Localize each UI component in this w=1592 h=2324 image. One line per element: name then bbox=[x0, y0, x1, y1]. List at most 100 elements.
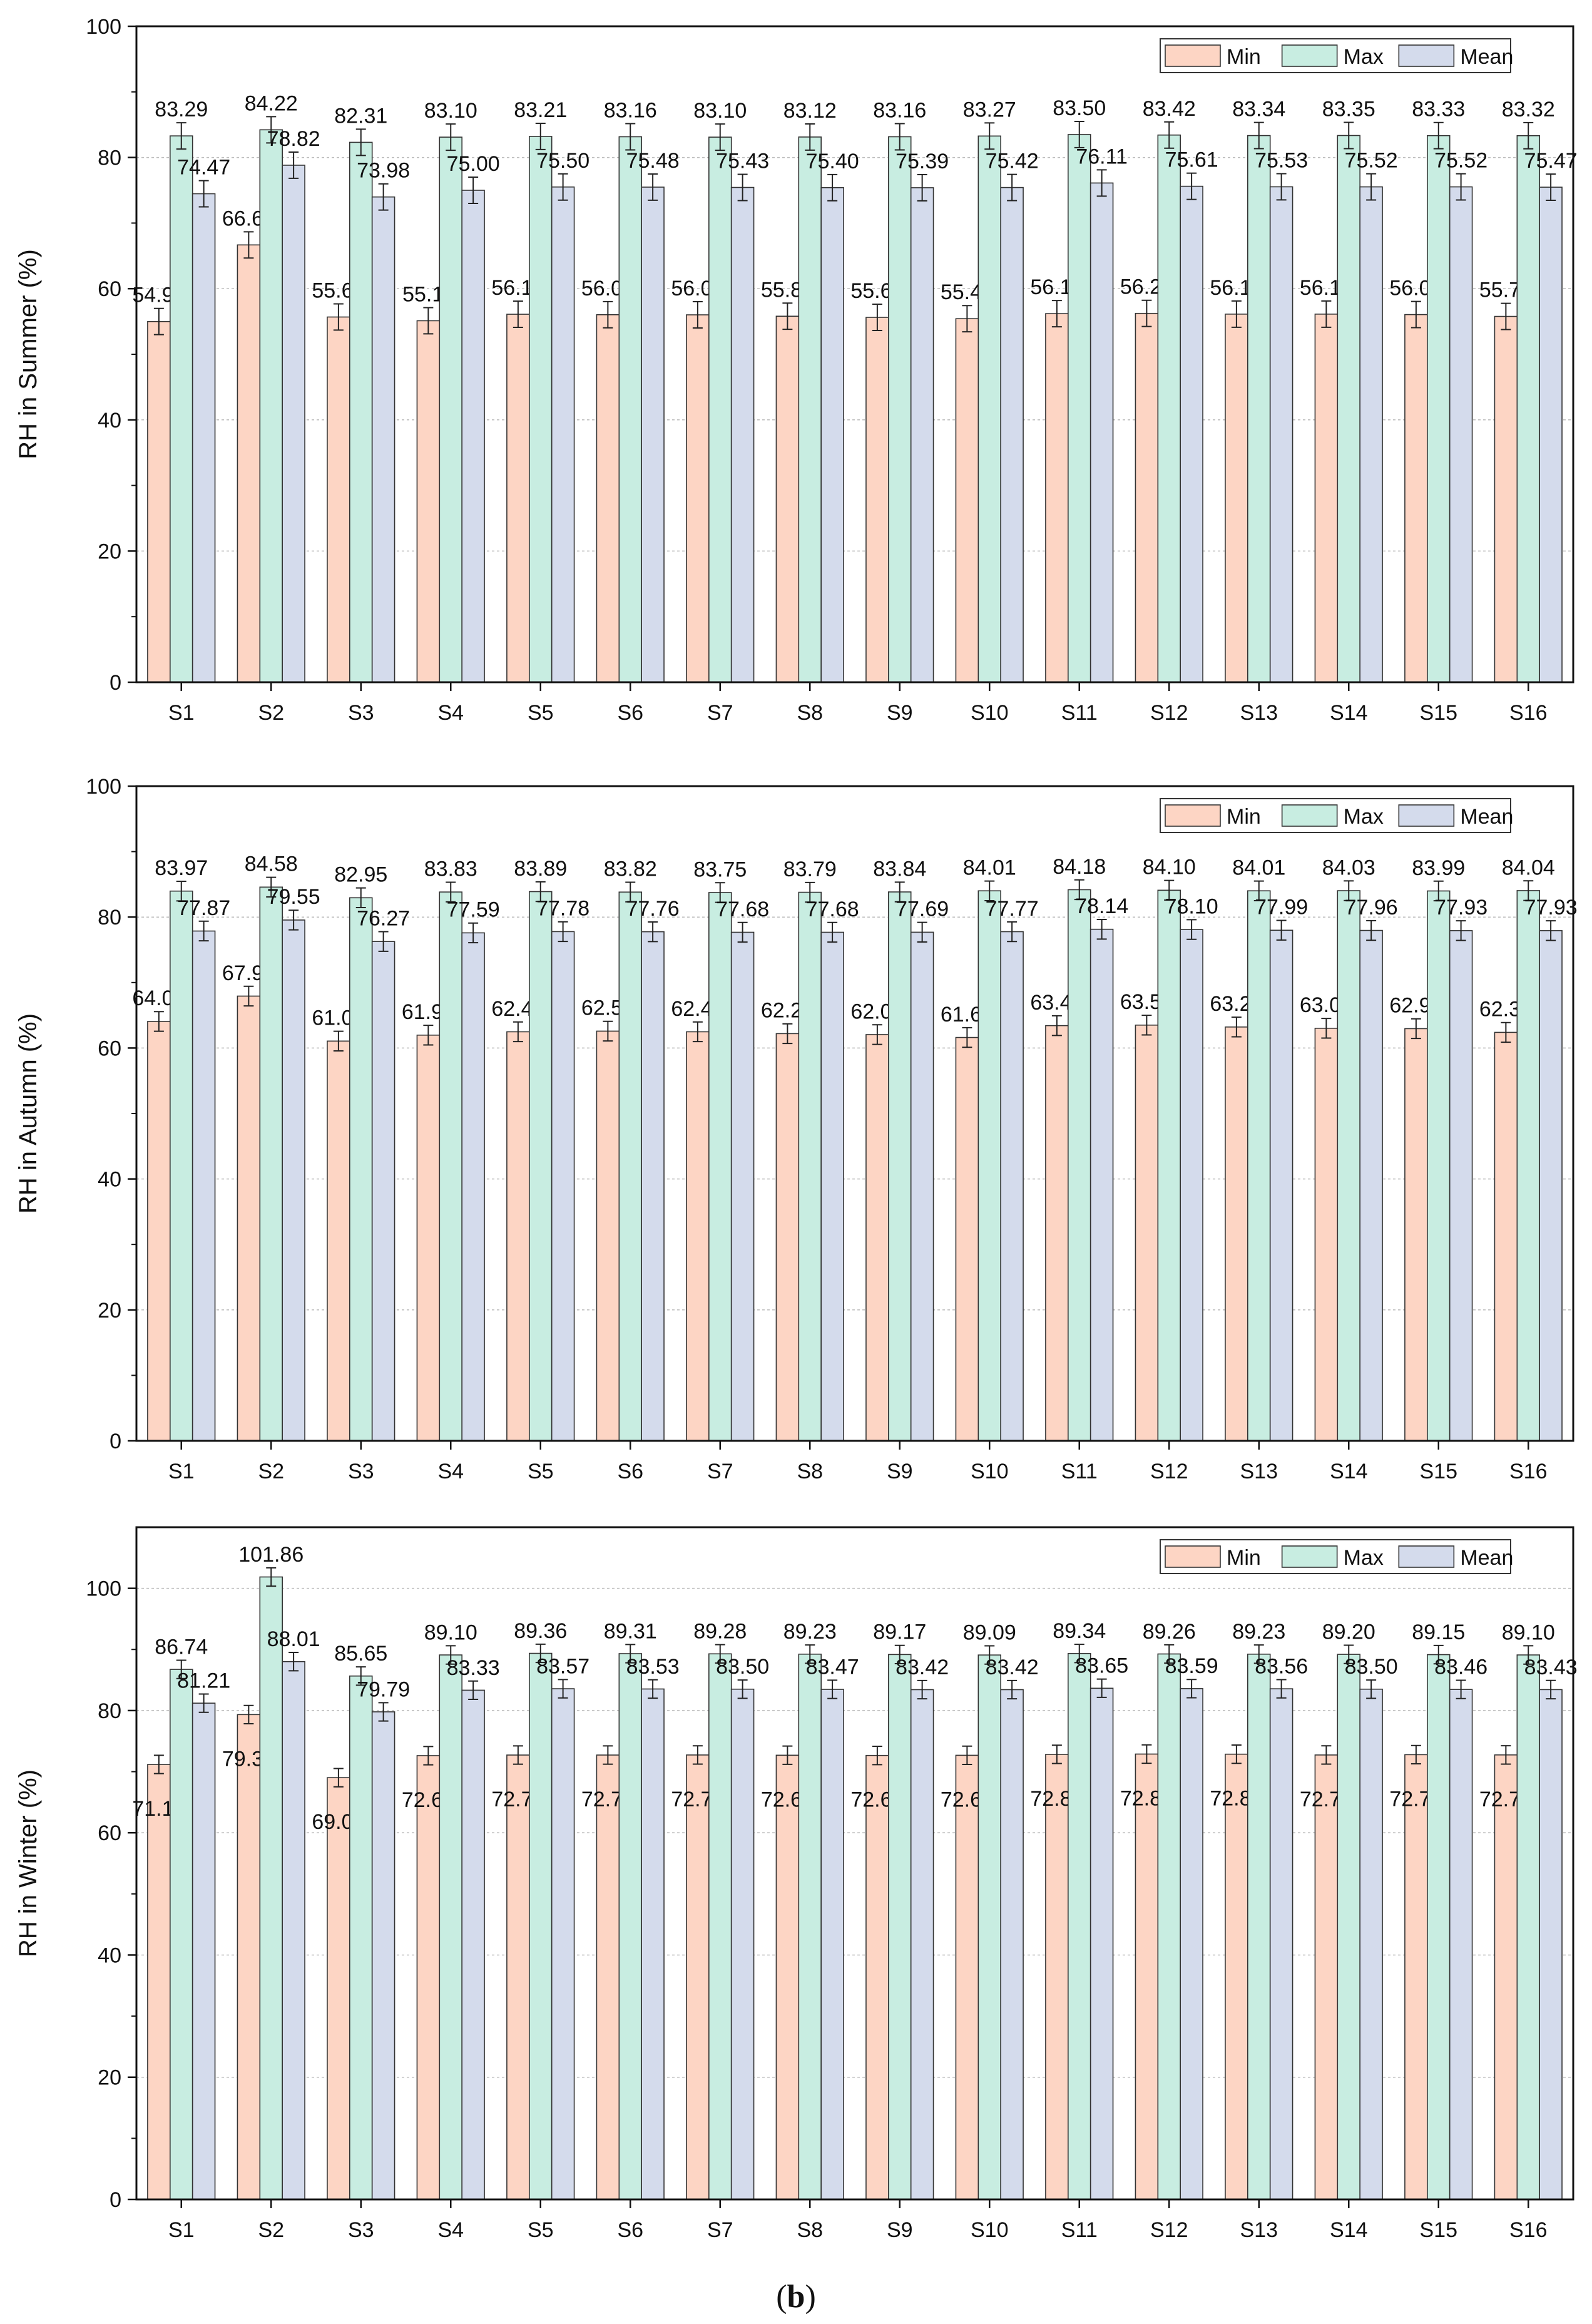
bar-min-s16 bbox=[1494, 315, 1518, 683]
data-label-max: 89.17 bbox=[873, 1620, 926, 1644]
data-label-max: 83.84 bbox=[873, 857, 926, 881]
legend-swatch-max bbox=[1281, 1545, 1338, 1568]
bar-mean-s10 bbox=[1000, 931, 1024, 1441]
bar-min-s1 bbox=[147, 1764, 171, 2200]
x-tick-label: S1 bbox=[168, 2218, 195, 2242]
x-tick-label: S10 bbox=[971, 1460, 1009, 1483]
bar-min-s5 bbox=[506, 314, 530, 683]
bar-mean-s2 bbox=[282, 165, 305, 683]
bar-max-s4 bbox=[439, 891, 462, 1441]
bar-min-s9 bbox=[865, 317, 889, 683]
data-label-mean: 73.98 bbox=[357, 159, 410, 183]
x-tick-label: S1 bbox=[168, 1460, 195, 1483]
bar-mean-s11 bbox=[1089, 1687, 1114, 2200]
data-label-mean: 77.96 bbox=[1345, 896, 1398, 919]
bar-mean-s13 bbox=[1269, 186, 1294, 683]
figure-caption: (b) bbox=[0, 2278, 1592, 2315]
x-tick-label: S10 bbox=[971, 701, 1009, 725]
data-label-max: 83.21 bbox=[514, 98, 567, 122]
data-label-max: 83.32 bbox=[1502, 98, 1555, 121]
x-tick-label: S6 bbox=[617, 2218, 643, 2242]
data-label-mean: 78.14 bbox=[1075, 894, 1128, 918]
data-label-mean: 77.87 bbox=[177, 896, 230, 920]
y-tick-label: 80 bbox=[98, 906, 121, 929]
x-tick-label: S15 bbox=[1420, 701, 1458, 725]
bar-mean-s12 bbox=[1180, 929, 1203, 1441]
bar-max-s14 bbox=[1337, 1654, 1360, 2200]
bar-min-s9 bbox=[865, 1754, 889, 2200]
bar-mean-s8 bbox=[820, 1689, 844, 2200]
bar-max-s8 bbox=[798, 136, 822, 683]
y-tick-label: 40 bbox=[98, 409, 121, 433]
data-label-max: 86.74 bbox=[155, 1635, 208, 1659]
data-label-max: 84.04 bbox=[1502, 856, 1555, 879]
legend-swatch-min bbox=[1165, 1545, 1221, 1568]
data-label-mean: 77.68 bbox=[716, 898, 769, 921]
data-label-mean: 83.50 bbox=[716, 1655, 769, 1679]
data-label-mean: 77.93 bbox=[1434, 896, 1487, 919]
data-label-mean: 83.33 bbox=[447, 1656, 500, 1680]
x-tick-label: S7 bbox=[707, 1460, 733, 1483]
bar-mean-s11 bbox=[1089, 928, 1114, 1441]
legend-swatch-min bbox=[1165, 804, 1221, 827]
bar-max-s3 bbox=[349, 1675, 373, 2200]
data-label-max: 89.10 bbox=[1502, 1620, 1555, 1644]
data-label-max: 83.42 bbox=[1143, 97, 1196, 121]
x-tick-label: S9 bbox=[887, 701, 913, 725]
bar-min-s5 bbox=[506, 1031, 530, 1441]
bar-max-s15 bbox=[1427, 135, 1451, 683]
bar-max-s12 bbox=[1157, 889, 1181, 1441]
data-label-mean: 77.68 bbox=[806, 898, 859, 921]
legend-swatch-mean bbox=[1398, 1545, 1455, 1568]
bar-min-s7 bbox=[686, 1031, 710, 1441]
x-tick-label: S11 bbox=[1061, 701, 1098, 725]
bar-min-s14 bbox=[1314, 314, 1339, 683]
data-label-mean: 77.76 bbox=[626, 897, 680, 921]
bar-mean-s6 bbox=[641, 187, 665, 683]
data-label-mean: 83.56 bbox=[1255, 1655, 1308, 1679]
bar-min-s14 bbox=[1314, 1754, 1339, 2200]
data-label-max: 82.95 bbox=[334, 863, 387, 887]
data-label-max: 89.23 bbox=[783, 1620, 837, 1644]
y-tick-label: 100 bbox=[86, 15, 121, 39]
bar-min-s12 bbox=[1135, 312, 1159, 683]
bar-max-s9 bbox=[888, 891, 912, 1441]
bar-mean-s15 bbox=[1449, 186, 1473, 683]
bar-max-s11 bbox=[1068, 134, 1091, 683]
y-tick-label: 60 bbox=[98, 1821, 121, 1845]
legend-label-mean: Mean bbox=[1460, 45, 1513, 69]
data-label-mean: 83.47 bbox=[806, 1655, 859, 1679]
bar-max-s5 bbox=[529, 891, 553, 1441]
bar-max-s6 bbox=[618, 1653, 642, 2200]
x-tick-label: S7 bbox=[707, 2218, 733, 2242]
data-label-max: 89.26 bbox=[1143, 1620, 1196, 1644]
data-label-mean: 75.47 bbox=[1524, 149, 1578, 173]
x-tick-label: S13 bbox=[1240, 1460, 1278, 1483]
bar-max-s8 bbox=[798, 1653, 822, 2200]
bar-mean-s10 bbox=[1000, 187, 1024, 683]
x-tick-label: S3 bbox=[348, 2218, 374, 2242]
data-label-max: 83.16 bbox=[873, 99, 926, 123]
data-label-max: 83.35 bbox=[1322, 98, 1375, 121]
bar-mean-s9 bbox=[910, 931, 934, 1441]
data-label-max: 83.82 bbox=[604, 857, 657, 881]
legend: Min Max Mean bbox=[1160, 1539, 1513, 1574]
bar-min-s8 bbox=[775, 1033, 800, 1441]
bar-mean-s5 bbox=[551, 931, 575, 1441]
bar-max-s1 bbox=[170, 1669, 193, 2200]
data-label-max: 83.33 bbox=[1412, 98, 1465, 121]
data-label-mean: 74.47 bbox=[177, 156, 230, 180]
data-label-max: 84.03 bbox=[1322, 856, 1375, 879]
bar-min-s13 bbox=[1225, 314, 1248, 683]
x-tick-label: S15 bbox=[1420, 2218, 1458, 2242]
bar-mean-s16 bbox=[1539, 187, 1563, 683]
x-tick-label: S16 bbox=[1509, 2218, 1548, 2242]
x-tick-label: S9 bbox=[887, 2218, 913, 2242]
bar-mean-s5 bbox=[551, 1688, 575, 2200]
bar-min-s2 bbox=[237, 995, 261, 1441]
x-tick-label: S11 bbox=[1061, 1460, 1098, 1483]
data-label-max: 83.12 bbox=[783, 99, 837, 123]
bar-mean-s5 bbox=[551, 186, 575, 683]
y-tick-label: 0 bbox=[110, 671, 121, 695]
